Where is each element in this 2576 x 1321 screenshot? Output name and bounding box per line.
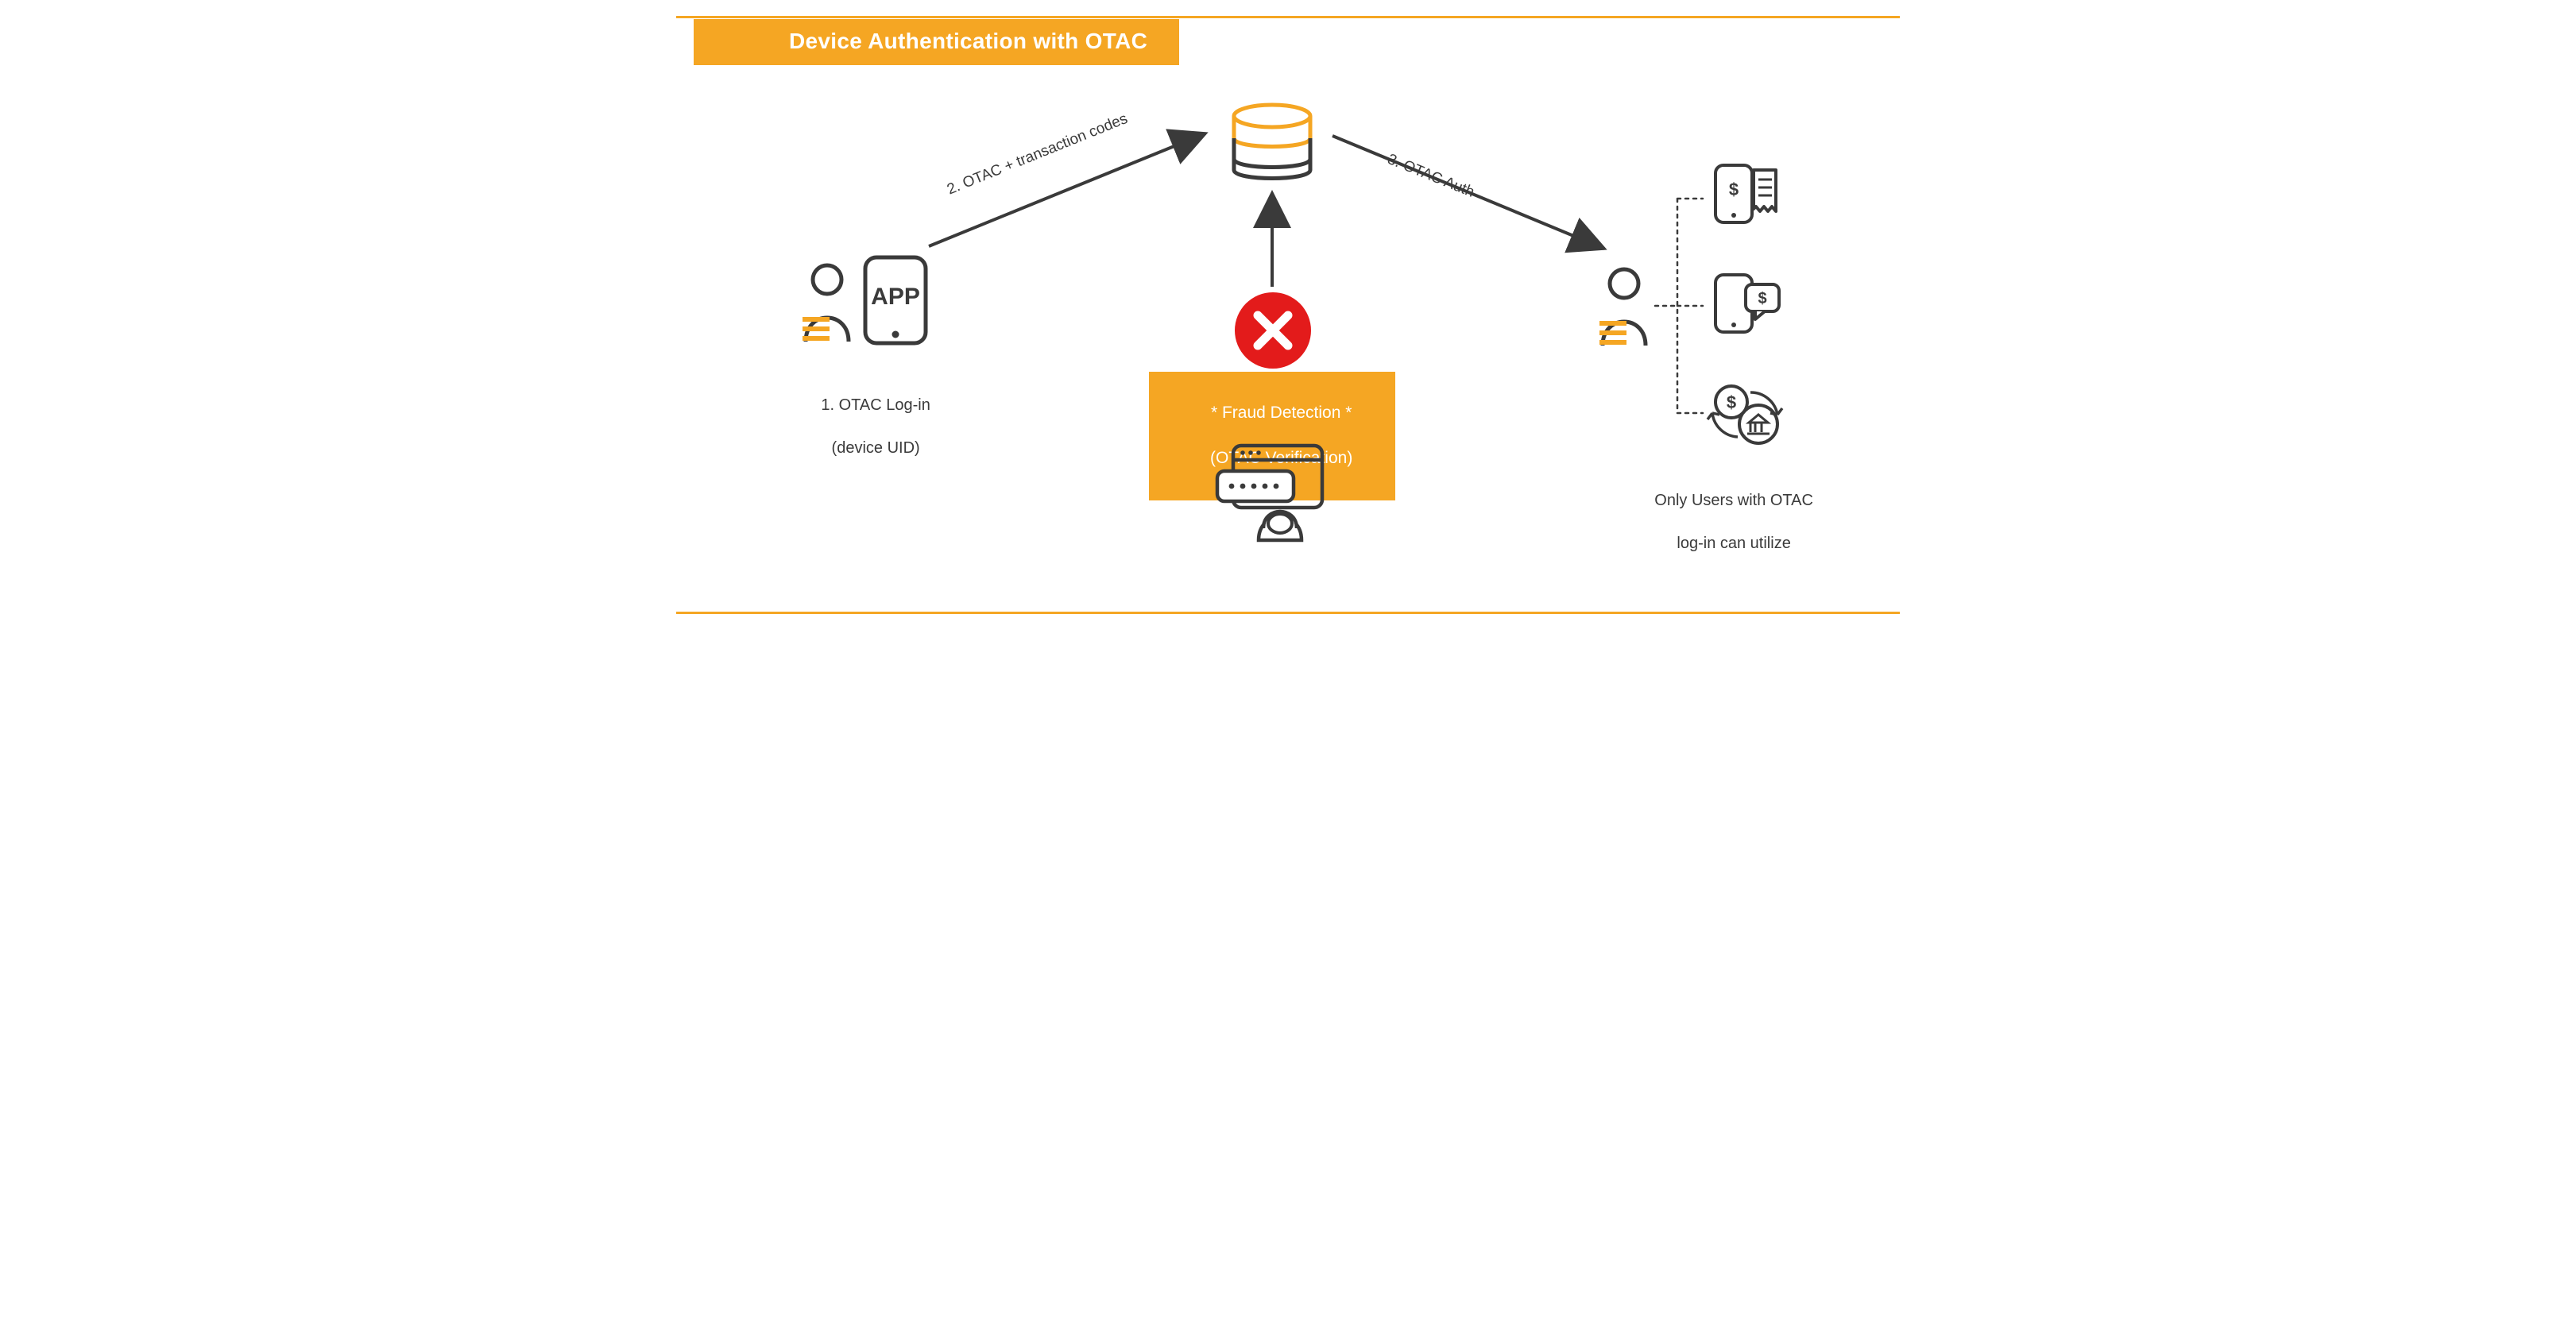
service-transfer-icon: $ — [1709, 268, 1782, 338]
authorized-user-icon — [1596, 266, 1652, 346]
top-rule — [676, 16, 1900, 18]
phone-app-icon: APP — [861, 253, 930, 348]
diagram-canvas: Device Authentication with OTAC APP 1. O… — [676, 0, 1900, 628]
svg-text:$: $ — [1729, 180, 1739, 199]
hacker-icon — [1213, 441, 1336, 544]
arrow-up — [1256, 187, 1288, 290]
right-caption-l1: Only Users with OTAC — [1654, 492, 1813, 509]
right-caption-l2: log-in can utilize — [1677, 535, 1790, 552]
left-caption-l1: 1. OTAC Log-in — [821, 396, 930, 414]
user-icon — [799, 262, 855, 342]
left-caption: 1. OTAC Log-in (device UID) — [787, 373, 946, 481]
database-icon — [1228, 103, 1316, 183]
app-label: APP — [871, 284, 920, 310]
services-connector — [1655, 175, 1711, 437]
fraud-l1: * Fraud Detection * — [1211, 404, 1352, 422]
svg-text:$: $ — [1727, 392, 1736, 412]
right-caption: Only Users with OTAC log-in can utilize — [1622, 469, 1828, 576]
svg-text:$: $ — [1758, 290, 1766, 307]
bottom-rule — [676, 612, 1900, 614]
service-receipt-icon: $ — [1709, 159, 1782, 229]
left-caption-l2: (device UID) — [832, 439, 920, 457]
service-bank-icon: $ — [1706, 378, 1784, 451]
fraud-stop-icon — [1232, 290, 1313, 371]
page-title: Device Authentication with OTAC — [694, 19, 1179, 65]
